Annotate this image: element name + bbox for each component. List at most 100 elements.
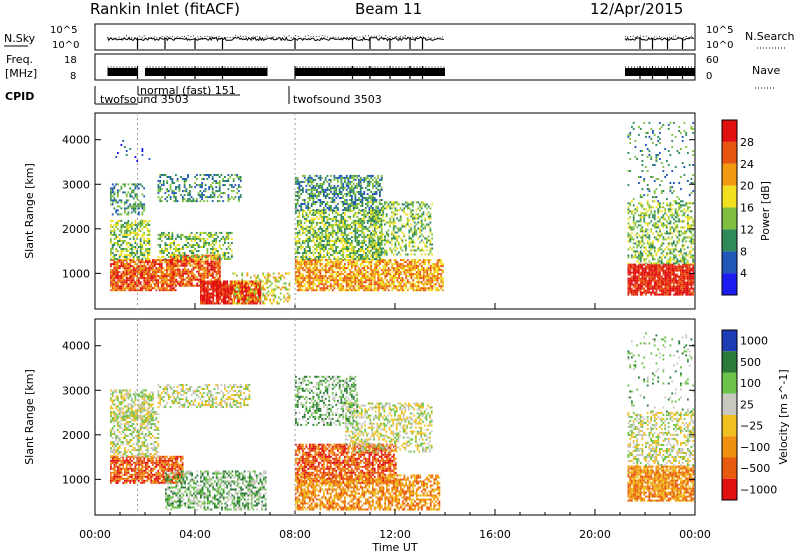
scatter-cell bbox=[187, 280, 190, 283]
scatter-cell bbox=[242, 284, 244, 287]
scatter-cell bbox=[380, 279, 383, 282]
scatter-cell bbox=[412, 267, 415, 270]
scatter-cell bbox=[396, 237, 399, 240]
scatter-cell bbox=[326, 201, 329, 203]
scatter-cell bbox=[358, 271, 360, 274]
scatter-cell bbox=[380, 231, 383, 234]
scatter-cell bbox=[168, 190, 170, 193]
scatter-cell bbox=[394, 245, 397, 248]
nave-tick-top: 60 bbox=[706, 55, 719, 66]
scatter-cell bbox=[340, 184, 343, 187]
scatter-cell bbox=[410, 277, 413, 280]
scatter-cell bbox=[257, 292, 260, 295]
scatter-cell bbox=[412, 287, 415, 290]
scatter-cell bbox=[415, 261, 418, 264]
scatter-cell bbox=[234, 282, 237, 285]
scatter-cell bbox=[394, 201, 397, 204]
freq-block bbox=[625, 68, 695, 76]
scatter-cell bbox=[385, 253, 388, 256]
scatter-cell bbox=[340, 180, 343, 183]
scatter-cell bbox=[111, 283, 114, 286]
scatter-cell bbox=[335, 281, 338, 284]
scatter-cell bbox=[218, 254, 221, 256]
scatter-cell bbox=[143, 275, 146, 278]
scatter-cell bbox=[323, 211, 325, 214]
scatter-cell bbox=[219, 278, 221, 281]
scatter-cell bbox=[319, 231, 322, 234]
scatter-cell bbox=[352, 273, 355, 276]
scatter-cell bbox=[321, 248, 324, 250]
scatter-cell bbox=[131, 225, 133, 228]
scatter-cell bbox=[243, 280, 245, 283]
scatter-cell bbox=[215, 240, 218, 242]
scatter-cell bbox=[401, 267, 404, 270]
scatter-cell bbox=[225, 180, 228, 182]
scatter-cell bbox=[323, 223, 325, 226]
scatter-cell bbox=[324, 235, 327, 238]
scatter-cell bbox=[377, 237, 379, 240]
scatter-cell bbox=[347, 215, 350, 218]
scatter-cell bbox=[324, 178, 327, 181]
scatter-cell bbox=[201, 198, 203, 201]
scatter-cell bbox=[177, 270, 179, 273]
scatter-cell bbox=[180, 194, 182, 197]
scatter-cell bbox=[120, 219, 123, 222]
scatter-cell bbox=[146, 250, 149, 252]
scatter-cell bbox=[426, 259, 429, 262]
scatter-cell bbox=[300, 283, 303, 286]
scatter-cell bbox=[190, 237, 193, 240]
scatter-cell bbox=[210, 196, 212, 199]
scatter-cell bbox=[314, 259, 317, 262]
scatter-cell bbox=[131, 287, 133, 290]
scatter-cell bbox=[377, 180, 380, 183]
scatter-cell bbox=[207, 296, 209, 299]
scatter-cell bbox=[127, 183, 130, 186]
scatter-cell bbox=[389, 201, 392, 204]
scatter-cell bbox=[373, 269, 376, 272]
scatter-cell bbox=[392, 235, 395, 238]
scatter-cell bbox=[187, 268, 190, 271]
scatter-cell bbox=[359, 250, 362, 252]
scatter-cell bbox=[269, 284, 272, 287]
scatter-cell bbox=[354, 223, 357, 226]
scatter-cell bbox=[319, 191, 322, 193]
scatter-cell bbox=[361, 231, 364, 234]
scatter-cell bbox=[237, 292, 240, 295]
scatter-cell bbox=[377, 227, 379, 230]
scatter-cell bbox=[316, 235, 318, 238]
scatter-cell bbox=[250, 276, 252, 279]
scatter-cell bbox=[380, 283, 383, 286]
scatter-cell bbox=[414, 263, 416, 266]
scatter-cell bbox=[401, 203, 404, 206]
scatter-cell bbox=[234, 184, 237, 187]
scatter-cell bbox=[307, 188, 310, 191]
scatter-cell bbox=[365, 197, 367, 199]
scatter-cell bbox=[386, 273, 388, 276]
scatter-cell bbox=[208, 262, 211, 265]
scatter-cell bbox=[331, 199, 334, 201]
scatter-cell bbox=[212, 290, 215, 293]
scatter-cell bbox=[250, 288, 252, 291]
scatter-cell bbox=[113, 242, 116, 244]
scatter-cell bbox=[296, 235, 299, 238]
scatter-cell bbox=[379, 283, 381, 286]
scatter-cell bbox=[219, 266, 221, 269]
scatter-cell bbox=[298, 267, 301, 270]
scatter-cell bbox=[305, 261, 308, 264]
scatter-cell bbox=[412, 259, 415, 262]
scatter-cell bbox=[401, 277, 404, 280]
scatter-cell bbox=[316, 233, 318, 236]
scatter-cell bbox=[246, 302, 249, 305]
scatter-cell bbox=[371, 233, 374, 236]
scatter-cell bbox=[379, 267, 381, 270]
scatter-cell bbox=[373, 239, 376, 242]
scatter-cell bbox=[120, 231, 123, 234]
scatter-cell bbox=[189, 184, 191, 187]
scatter-cell bbox=[232, 300, 235, 303]
scatter-cell bbox=[171, 269, 173, 272]
scatter-cell bbox=[296, 281, 299, 284]
scatter-cell bbox=[175, 192, 177, 195]
scatter-cell bbox=[170, 284, 172, 287]
scatter-cell bbox=[382, 283, 385, 286]
scatter-cell bbox=[352, 221, 355, 224]
